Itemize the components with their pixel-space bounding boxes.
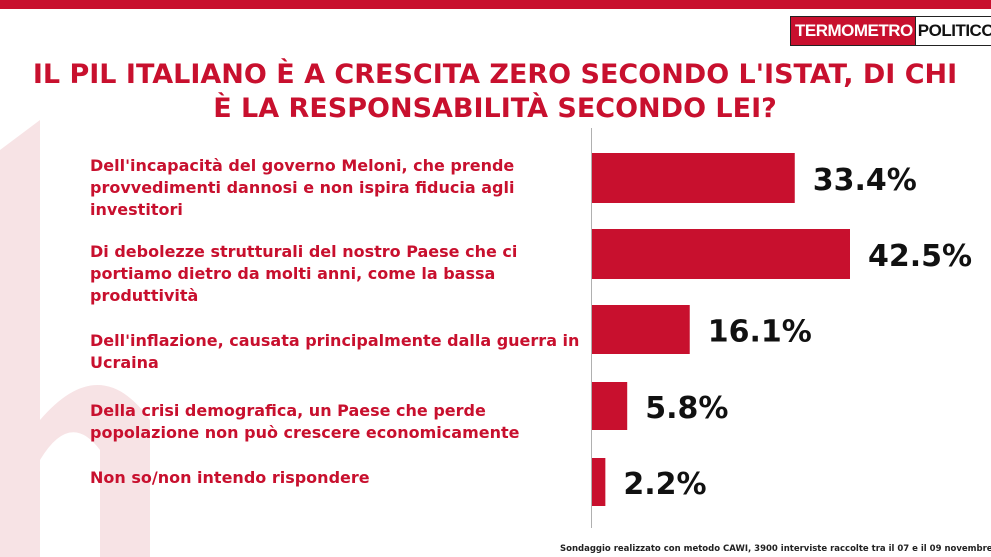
logo-text-part2: POLITICO bbox=[914, 17, 991, 45]
bar-axis-line bbox=[591, 128, 592, 528]
category-label-2: Di debolezze strutturali del nostro Paes… bbox=[90, 242, 518, 305]
bar-2 bbox=[592, 229, 850, 279]
bar-5 bbox=[592, 458, 606, 506]
bar-4 bbox=[592, 382, 628, 430]
bar-1 bbox=[592, 153, 795, 203]
top-accent-bar bbox=[0, 0, 991, 9]
category-label-1: Dell'incapacità del governo Meloni, che … bbox=[90, 156, 515, 219]
bar-value-label-4: 5.8% bbox=[645, 391, 728, 426]
category-label-4: Della crisi demografica, un Paese che pe… bbox=[90, 401, 520, 442]
bar-3 bbox=[592, 305, 690, 354]
bar-value-label-5: 2.2% bbox=[623, 467, 706, 502]
logo-text-part1: TERMOMETRO bbox=[791, 17, 915, 45]
bar-value-label-3: 16.1% bbox=[708, 315, 812, 350]
watermark-logo bbox=[0, 120, 150, 557]
bar-value-label-2: 42.5% bbox=[868, 239, 972, 274]
chart-title: IL PIL ITALIANO È A CRESCITA ZERO SECOND… bbox=[32, 59, 958, 124]
brand-logo: TERMOMETRO POLITICO bbox=[790, 16, 991, 46]
bar-value-label-1: 33.4% bbox=[813, 163, 917, 198]
category-label-3: Dell'inflazione, causata principalmente … bbox=[90, 331, 580, 372]
category-label-5: Non so/non intendo rispondere bbox=[90, 468, 370, 487]
footnote: Sondaggio realizzato con metodo CAWI, 39… bbox=[560, 544, 991, 554]
